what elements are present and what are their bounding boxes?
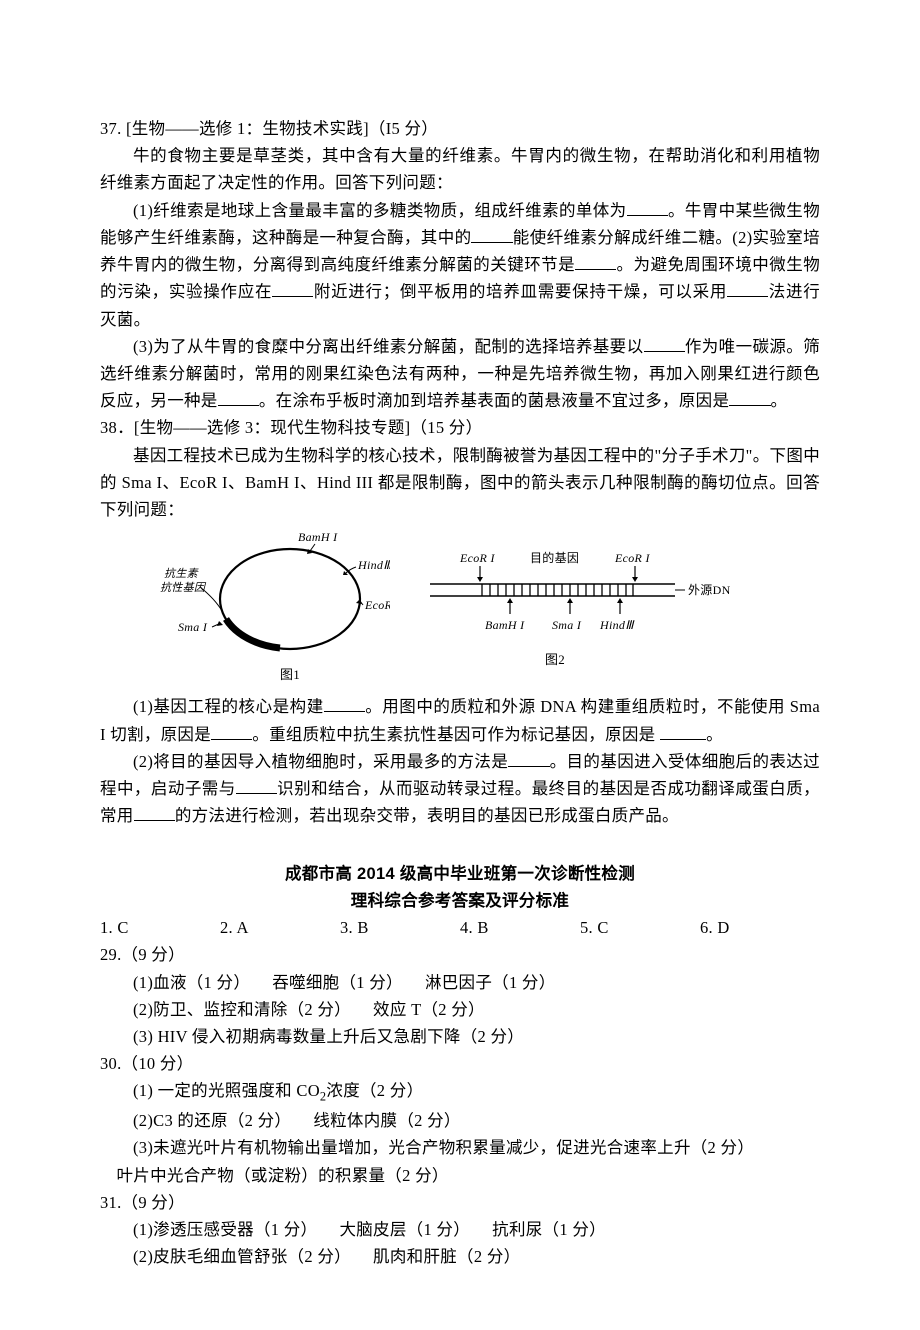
text: (1)纤维索是地球上含量最丰富的多糖类物质，组成纤维素的单体为: [133, 201, 627, 220]
label-antibiotic: 抗生素: [164, 567, 200, 580]
q37-sub1: (1)纤维索是地球上含量最丰富的多糖类物质，组成纤维素的单体为。牛胃中某些微生物…: [100, 197, 820, 333]
document-page: 37. [生物——选修 1：生物技术实践]（I5 分） 牛的食物主要是草茎类，其…: [0, 0, 920, 1330]
fill-blank: [218, 389, 259, 407]
mc-5: 5. C: [580, 914, 700, 941]
label-bamh2: BamH I: [485, 618, 525, 632]
q29-head: 29.（9 分）: [100, 941, 820, 968]
q31-l1: (1)渗透压感受器（1 分） 大脑皮层（1 分） 抗利尿（1 分）: [100, 1216, 820, 1243]
label-foreign: 外源DNA: [688, 583, 730, 597]
q30-l1: (1) 一定的光照强度和 CO2浓度（2 分）: [100, 1077, 820, 1107]
fill-blank: [508, 749, 549, 767]
label-hind: HindⅢ: [357, 558, 390, 572]
fill-blank: [627, 198, 668, 216]
label-ecor1: EcoR I: [459, 551, 495, 565]
mc-3: 3. B: [340, 914, 460, 941]
text: (1) 一定的光照强度和 CO: [133, 1081, 320, 1100]
q38-intro: 基因工程技术已成为生物科学的核心技术，限制酶被誉为基因工程中的"分子手术刀"。下…: [100, 442, 820, 524]
spacer: [100, 829, 820, 861]
q29-l2: (2)防卫、监控和清除（2 分） 效应 T（2 分）: [100, 996, 820, 1023]
q38-sub2: (2)将目的基因导入植物细胞时，采用最多的方法是。目的基因进入受体细胞后的表达过…: [100, 748, 820, 830]
mc-2: 2. A: [220, 914, 340, 941]
fill-blank: [236, 776, 277, 794]
answer-title-1: 成都市高 2014 级高中毕业班第一次诊断性检测: [100, 861, 820, 887]
text: (2)将目的基因导入植物细胞时，采用最多的方法是: [133, 752, 508, 771]
answer-title-2: 理科综合参考答案及评分标准: [100, 888, 820, 914]
q30-l4: 叶片中光合产物（或淀粉）的积累量（2 分）: [100, 1162, 820, 1189]
q29-l3: (3) HIV 侵入初期病毒数量上升后又急剧下降（2 分）: [100, 1023, 820, 1050]
label-sma2: Sma I: [552, 618, 582, 632]
fill-blank: [471, 225, 512, 243]
label-ecor: EcoR I: [364, 598, 390, 612]
figure-2-dna: EcoR I 目的基因 EcoR I: [420, 544, 730, 674]
text: 。重组质粒中抗生素抗性基因可作为标记基因，原因是: [252, 725, 655, 744]
fill-blank: [729, 389, 770, 407]
q37-sub3: (3)为了从牛胃的食糜中分离出纤维素分解菌，配制的选择培养基要以作为唯一碳源。筛…: [100, 333, 820, 415]
q37-header: 37. [生物——选修 1：生物技术实践]（I5 分）: [100, 115, 820, 142]
label-sma: Sma I: [178, 620, 208, 634]
fill-blank: [272, 280, 313, 298]
fill-blank: [660, 722, 706, 740]
q30-l3: (3)未遮光叶片有机物输出量增加，光合产物积累量减少，促进光合速率上升（2 分）: [100, 1134, 820, 1161]
fill-blank: [211, 722, 252, 740]
text: (3)为了从牛胃的食糜中分离出纤维素分解菌，配制的选择培养基要以: [133, 337, 644, 356]
label-ecor2: EcoR I: [614, 551, 650, 565]
mc-answers: 1. C 2. A 3. B 4. B 5. C 6. D: [100, 914, 820, 941]
label-hind2: HindⅢ: [599, 618, 635, 632]
label-target: 目的基因: [530, 550, 579, 565]
mc-1: 1. C: [100, 914, 220, 941]
fill-blank: [324, 695, 365, 713]
fill-blank: [727, 280, 768, 298]
q31-head: 31.（9 分）: [100, 1189, 820, 1216]
q30-head: 30.（10 分）: [100, 1050, 820, 1077]
text: (1)基因工程的核心是构建: [133, 697, 324, 716]
fill-blank: [134, 804, 175, 822]
q38-header: 38．[生物——选修 3：现代生物科技专题]（15 分）: [100, 414, 820, 441]
figure-row: 抗生素 抗性基因 BamH I HindⅢ EcoR I Sma I 图1 Ec…: [160, 529, 820, 689]
figure-1-caption: 图1: [280, 667, 300, 682]
q29-l1: (1)血液（1 分） 吞噬细胞（1 分） 淋巴因子（1 分）: [100, 969, 820, 996]
fill-blank: [644, 334, 685, 352]
fill-blank: [575, 253, 616, 271]
q38-sub1: (1)基因工程的核心是构建。用图中的质粒和外源 DNA 构建重组质粒时，不能使用…: [100, 693, 820, 747]
q30-l2: (2)C3 的还原（2 分） 线粒体内膜（2 分）: [100, 1107, 820, 1134]
figure-2-caption: 图2: [545, 652, 565, 667]
q31-l2: (2)皮肤毛细血管舒张（2 分） 肌肉和肝脏（2 分）: [100, 1243, 820, 1270]
text: 浓度（2 分）: [326, 1081, 423, 1100]
mc-4: 4. B: [460, 914, 580, 941]
text: 。在涂布乎板时滴加到培养基表面的菌悬液量不宜过多，原因是: [259, 391, 729, 410]
label-bamh: BamH I: [298, 530, 338, 544]
text: 附近进行；倒平板用的培养皿需要保持干燥，可以采用: [313, 282, 727, 301]
mc-6: 6. D: [700, 914, 820, 941]
text: 。: [706, 725, 723, 744]
text: 。: [771, 391, 788, 410]
figure-1-plasmid: 抗生素 抗性基因 BamH I HindⅢ EcoR I Sma I 图1: [160, 529, 390, 689]
text: 的方法进行检测，若出现杂交带，表明目的基因已形成蛋白质产品。: [175, 806, 679, 825]
q37-intro: 牛的食物主要是草茎类，其中含有大量的纤维素。牛胃内的微生物，在帮助消化和利用植物…: [100, 142, 820, 196]
